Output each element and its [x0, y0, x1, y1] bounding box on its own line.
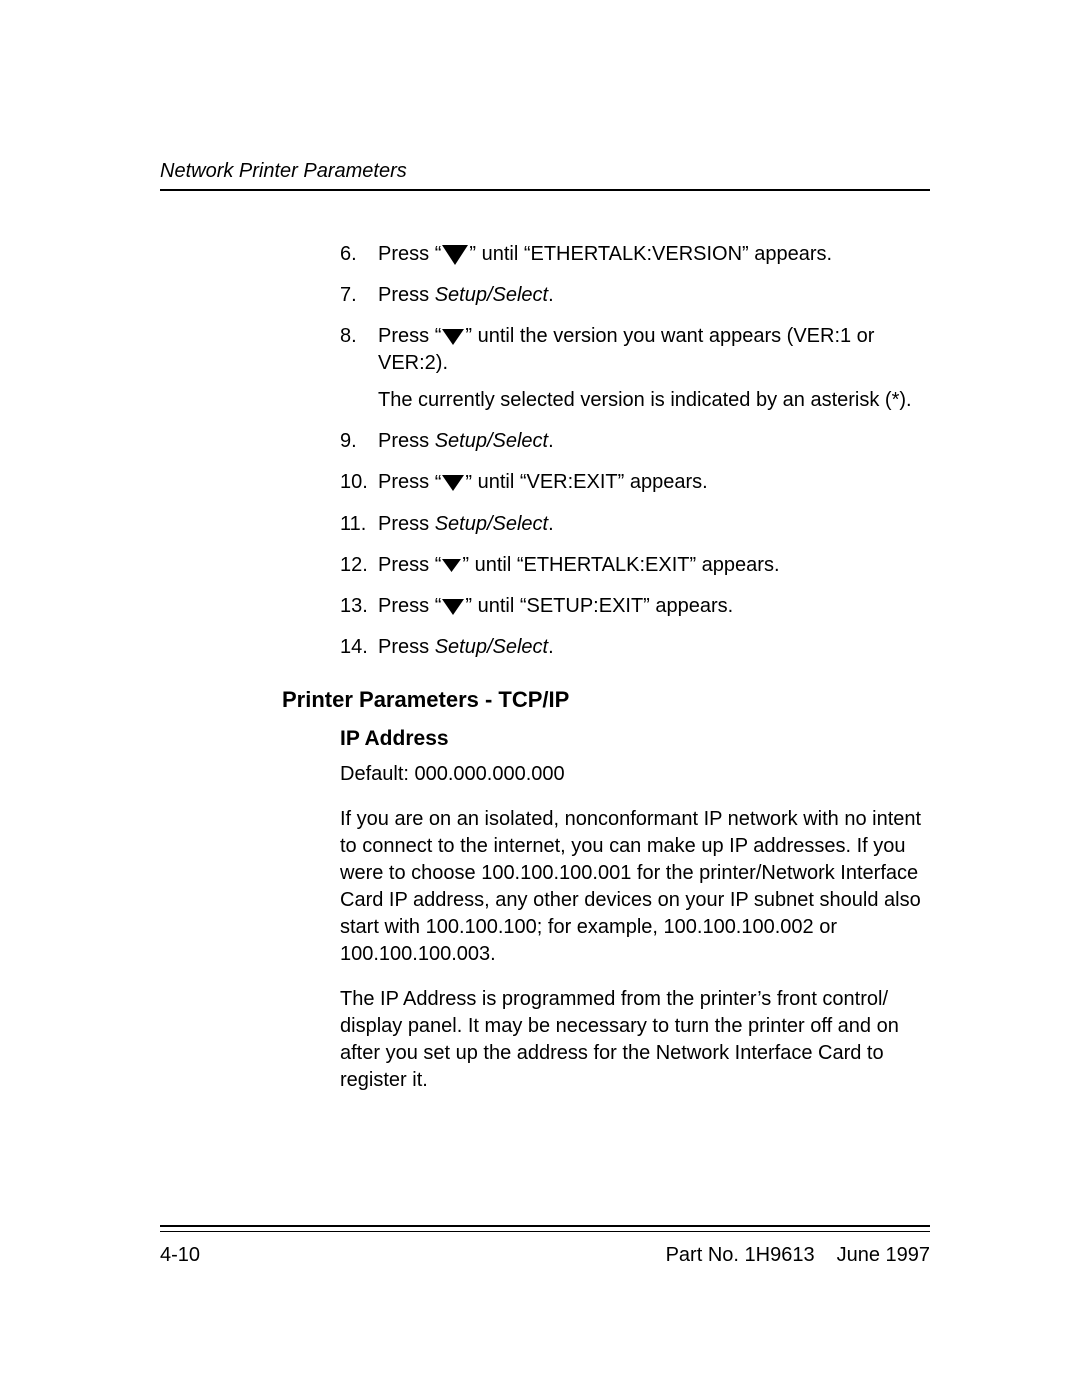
down-arrow-icon: “” [435, 241, 476, 268]
step-text-pre: Press [378, 554, 435, 576]
step-number: 14. [340, 634, 378, 661]
step-text-pre: Press [378, 471, 435, 493]
step-item: 9.Press Setup/Select. [340, 428, 930, 455]
step-item: 12.Press “” until “ETHERTALK:EXIT” appea… [340, 552, 930, 579]
step-text-pre: Press [378, 243, 435, 265]
step-number: 8. [340, 323, 378, 350]
step-text-post: until “ETHERTALK:VERSION” appears. [476, 243, 832, 265]
step-text-italic: Setup/Select [435, 284, 548, 306]
down-arrow-icon: “” [435, 552, 469, 579]
step-item: 8.Press “” until the version you want ap… [340, 323, 930, 414]
step-text-pre: Press [378, 513, 435, 535]
step-text-pre: Press [378, 284, 435, 306]
ip-paragraph-1: If you are on an isolated, nonconformant… [340, 806, 930, 968]
down-arrow-icon: “” [435, 593, 472, 620]
step-item: 6.Press “” until “ETHERTALK:VERSION” app… [340, 241, 930, 268]
step-extra-text: The currently selected version is indica… [378, 387, 930, 414]
step-text-italic: Setup/Select [435, 430, 548, 452]
subsection-heading: IP Address [340, 725, 930, 753]
header-rule [160, 189, 930, 191]
step-body: Press “” until the version you want appe… [378, 323, 930, 414]
step-number: 10. [340, 469, 378, 496]
step-text-italic: Setup/Select [435, 636, 548, 658]
ip-paragraph-2: The IP Address is programmed from the pr… [340, 986, 930, 1094]
down-arrow-icon: “” [435, 470, 472, 497]
manual-page: Network Printer Parameters 6.Press “” un… [0, 0, 1080, 1397]
step-item: 11.Press Setup/Select. [340, 511, 930, 538]
footer-page-number: 4-10 [160, 1244, 200, 1267]
step-body: Press “” until “ETHERTALK:VERSION” appea… [378, 241, 930, 268]
down-arrow-icon: “” [435, 323, 472, 350]
step-body: Press Setup/Select. [378, 428, 930, 455]
step-item: 10.Press “” until “VER:EXIT” appears. [340, 469, 930, 496]
step-number: 7. [340, 282, 378, 309]
content-area: 6.Press “” until “ETHERTALK:VERSION” app… [340, 241, 930, 1094]
step-text-post: . [548, 284, 554, 306]
step-text-post: . [548, 513, 554, 535]
step-number: 13. [340, 593, 378, 620]
step-body: Press “” until “ETHERTALK:EXIT” appears. [378, 552, 930, 579]
step-body: Press Setup/Select. [378, 282, 930, 309]
step-text-post: until “VER:EXIT” appears. [472, 471, 708, 493]
footer-date: June 1997 [837, 1244, 930, 1266]
step-number: 9. [340, 428, 378, 455]
step-body: Press “” until “VER:EXIT” appears. [378, 469, 930, 496]
step-text-pre: Press [378, 430, 435, 452]
step-text-pre: Press [378, 636, 435, 658]
step-text-post: . [548, 636, 554, 658]
step-item: 7.Press Setup/Select. [340, 282, 930, 309]
step-text-pre: Press [378, 595, 435, 617]
step-item: 13.Press “” until “SETUP:EXIT” appears. [340, 593, 930, 620]
step-text-post: . [548, 430, 554, 452]
running-header: Network Printer Parameters [160, 160, 930, 183]
step-text-pre: Press [378, 325, 435, 347]
step-body: Press Setup/Select. [378, 511, 930, 538]
step-text-post: until “SETUP:EXIT” appears. [472, 595, 733, 617]
footer-part-no: Part No. 1H9613 [666, 1244, 815, 1266]
step-body: Press “” until “SETUP:EXIT” appears. [378, 593, 930, 620]
steps-list: 6.Press “” until “ETHERTALK:VERSION” app… [340, 241, 930, 661]
section-heading: Printer Parameters - TCP/IP [282, 685, 930, 715]
step-number: 12. [340, 552, 378, 579]
footer-right: Part No. 1H9613 June 1997 [644, 1244, 930, 1267]
step-number: 6. [340, 241, 378, 268]
step-body: Press Setup/Select. [378, 634, 930, 661]
page-footer: 4-10 Part No. 1H9613 June 1997 [160, 1225, 930, 1267]
step-text-post: until “ETHERTALK:EXIT” appears. [469, 554, 779, 576]
step-text-italic: Setup/Select [435, 513, 548, 535]
step-item: 14.Press Setup/Select. [340, 634, 930, 661]
step-number: 11. [340, 511, 378, 538]
default-line: Default: 000.000.000.000 [340, 761, 930, 788]
